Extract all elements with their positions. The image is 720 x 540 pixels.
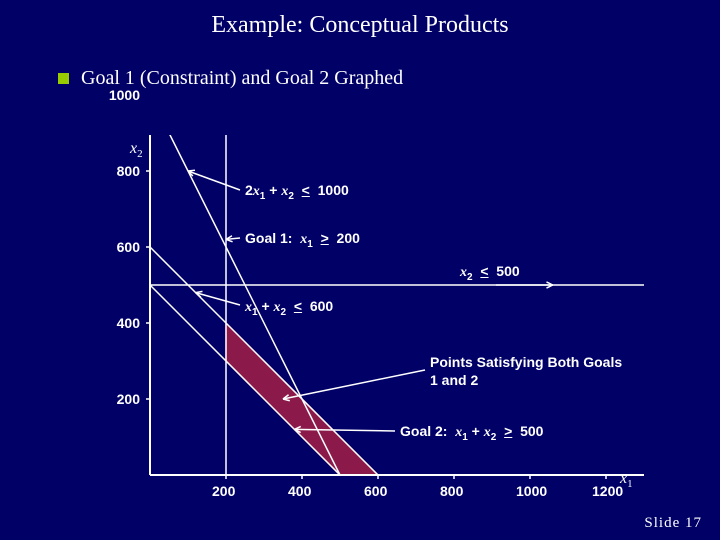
annot-goal2: Goal 2: x1 + x2 > 500 (400, 423, 543, 443)
xtick-800: 800 (440, 483, 463, 499)
xtick-1200: 1200 (592, 483, 623, 499)
xtick-200: 200 (212, 483, 235, 499)
slide-title: Example: Conceptual Products (0, 0, 720, 39)
chart-svg (90, 135, 660, 505)
annot-points-sat: Points Satisfying Both Goals 1 and 2 (430, 353, 630, 389)
bullet-icon (58, 73, 69, 84)
y-axis-var: x2 (130, 140, 143, 160)
annot-goal1: Goal 1: x1 > 200 (245, 230, 360, 250)
xtick-600: 600 (364, 483, 387, 499)
annot-x1-x2-600: x1 + x2 < 600 (245, 298, 333, 318)
ytick-600: 600 (117, 239, 140, 255)
subtitle-row: Goal 1 (Constraint) and Goal 2 Graphed (58, 67, 720, 90)
annot-x2-500: x2 < 500 (460, 263, 520, 283)
ytick-800: 800 (117, 163, 140, 179)
ytick-400: 400 (117, 315, 140, 331)
ytick-1000: 1000 (109, 87, 140, 103)
annot-2x1-x2: 2x1 + x2 < 1000 (245, 182, 349, 202)
xtick-1000: 1000 (516, 483, 547, 499)
chart-area: x2 x1 2004006008001000 20040060080010001… (90, 135, 660, 505)
ytick-200: 200 (117, 391, 140, 407)
xtick-400: 400 (288, 483, 311, 499)
slide-number: Slide 17 (644, 515, 702, 532)
